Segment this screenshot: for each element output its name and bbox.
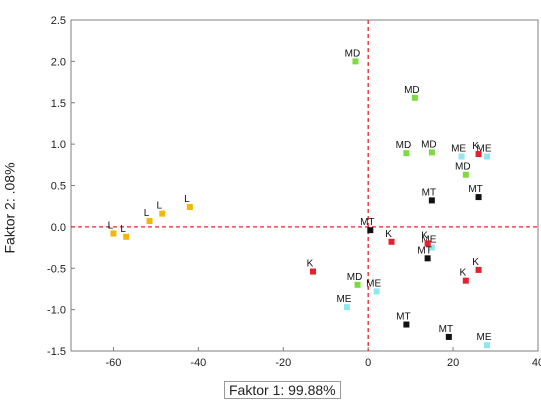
point-mt bbox=[367, 227, 374, 234]
point-label: L bbox=[144, 208, 150, 219]
y-tick-label: 2.0 bbox=[51, 56, 66, 68]
point-label: ME bbox=[451, 144, 466, 155]
point-k bbox=[309, 268, 316, 275]
y-tick-label: 1.0 bbox=[51, 139, 66, 151]
point-l bbox=[110, 230, 117, 237]
point-l bbox=[123, 233, 130, 240]
y-tick-label: -1.0 bbox=[47, 305, 66, 317]
point-label: L bbox=[184, 194, 190, 205]
y-tick-label: 0.5 bbox=[51, 181, 66, 193]
y-tick-label: 1.5 bbox=[51, 98, 66, 110]
point-mt bbox=[403, 321, 410, 328]
point-label: K bbox=[421, 230, 428, 241]
point-label: L bbox=[156, 201, 162, 212]
point-l bbox=[159, 210, 166, 217]
point-md bbox=[354, 281, 361, 288]
x-tick-label: -20 bbox=[275, 357, 291, 369]
y-tick-label: 0.0 bbox=[51, 222, 66, 234]
point-k bbox=[475, 151, 482, 158]
point-md bbox=[403, 150, 410, 157]
point-label: MT bbox=[422, 187, 436, 198]
point-me bbox=[458, 153, 465, 160]
point-l bbox=[146, 218, 153, 225]
point-label: MD bbox=[421, 139, 437, 150]
point-label: MT bbox=[439, 324, 453, 335]
point-mt bbox=[445, 333, 452, 340]
point-label: L bbox=[120, 224, 126, 235]
point-me bbox=[373, 288, 380, 295]
point-label: MD bbox=[345, 48, 361, 59]
tick-labels: -60 -40 -20 0 20 40 2.5 2.0 1.5 1.0 0.5 0.0 -0.5 -1.0… bbox=[47, 15, 541, 369]
point-md bbox=[462, 171, 469, 178]
point-mt bbox=[424, 255, 431, 262]
point-me bbox=[484, 342, 491, 349]
point-me bbox=[484, 153, 491, 160]
point-l bbox=[186, 204, 193, 211]
point-k bbox=[462, 277, 469, 284]
point-me bbox=[428, 244, 435, 251]
x-tick-label: 40 bbox=[532, 357, 541, 369]
y-tick-label: 2.5 bbox=[51, 15, 66, 27]
point-k bbox=[475, 266, 482, 273]
point-label: ME bbox=[366, 278, 381, 289]
point-label: MD bbox=[455, 162, 471, 173]
x-tick-label: 20 bbox=[447, 357, 459, 369]
point-label: MD bbox=[347, 272, 363, 283]
point-md bbox=[352, 58, 359, 65]
point-label: MT bbox=[468, 184, 482, 195]
x-tick-label: 0 bbox=[365, 357, 371, 369]
point-mt bbox=[475, 194, 482, 201]
reference-lines bbox=[71, 20, 538, 351]
point-label: K bbox=[472, 141, 479, 152]
point-md bbox=[428, 149, 435, 156]
x-tick-label: -40 bbox=[190, 357, 206, 369]
plot-area bbox=[70, 19, 539, 352]
point-label: MD bbox=[396, 140, 412, 151]
y-axis-label: Faktor 2: .08% bbox=[1, 158, 18, 258]
x-tick-label: -60 bbox=[106, 357, 122, 369]
point-k bbox=[424, 240, 431, 247]
point-label: K bbox=[472, 257, 479, 268]
point-label: ME bbox=[477, 144, 492, 155]
axis-ticks bbox=[71, 19, 539, 352]
point-label: MT bbox=[360, 217, 374, 228]
point-label: ME bbox=[477, 332, 492, 343]
point-label: K bbox=[459, 268, 466, 279]
point-label: K bbox=[385, 229, 392, 240]
point-mt bbox=[428, 197, 435, 204]
y-tick-label: -1.5 bbox=[47, 346, 66, 358]
point-label: MD bbox=[404, 85, 420, 96]
point-label: ME bbox=[421, 235, 436, 246]
x-axis-label: Faktor 1: 99.88% bbox=[224, 381, 341, 399]
point-k bbox=[388, 238, 395, 245]
point-label: K bbox=[307, 259, 314, 270]
point-label: MT bbox=[417, 245, 431, 256]
point-md bbox=[411, 94, 418, 101]
point-label: ME bbox=[336, 294, 351, 305]
point-me bbox=[343, 304, 350, 311]
y-tick-label: -0.5 bbox=[47, 263, 66, 275]
point-label: MT bbox=[396, 312, 410, 323]
point-label: L bbox=[108, 220, 114, 231]
